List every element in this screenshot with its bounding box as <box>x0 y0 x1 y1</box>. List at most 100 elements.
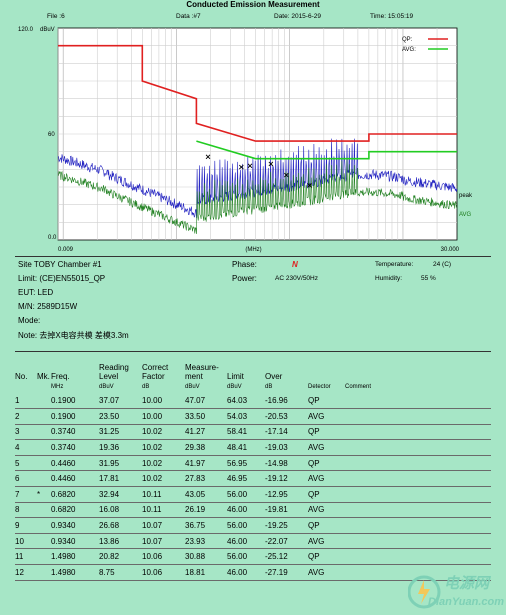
cell-measure: 23.93 <box>185 533 227 550</box>
peak-marker <box>284 172 289 178</box>
y-unit-label: dBuV <box>40 27 55 33</box>
cell-no: 6 <box>15 470 37 488</box>
cell-measure: 27.83 <box>185 470 227 488</box>
cell-reading: 23.50 <box>99 408 142 425</box>
avg-trace <box>57 159 458 235</box>
cell-reading: 31.25 <box>99 424 142 441</box>
cell-mk <box>37 470 51 488</box>
cell-over: -22.07 <box>265 533 299 550</box>
col-correct: Correct Factor <box>142 356 185 381</box>
unit-limit: dBuV <box>227 384 242 390</box>
cell-no: 9 <box>15 517 37 534</box>
cell-no: 11 <box>15 548 37 566</box>
humidity-label: Humidity: <box>375 275 403 282</box>
table-row: 7 * 0.6820 32.94 10.11 43.05 56.00 -12.95 QP <box>15 486 491 503</box>
table-row: 10 0.9340 13.86 10.07 23.93 46.00 -22.07 AVG <box>15 533 491 550</box>
col-comment-blank <box>345 356 491 381</box>
cell-comment <box>345 393 491 410</box>
cell-factor: 10.00 <box>142 393 185 410</box>
cell-over: -19.25 <box>265 517 299 534</box>
cell-freq: 0.1900 <box>51 393 99 410</box>
avg-trace-label: AVG <box>459 212 472 218</box>
page-title: Conducted Emission Measurement <box>186 0 320 9</box>
cell-detector: QP <box>299 424 345 441</box>
cell-freq: 0.9340 <box>51 533 99 550</box>
peak-marker <box>239 164 244 170</box>
cell-freq: 0.3740 <box>51 424 99 441</box>
cell-limit: 46.00 <box>227 564 265 581</box>
power-value: AC 230V/50Hz <box>275 275 318 282</box>
cell-freq: 0.1900 <box>51 408 99 425</box>
cell-factor: 10.02 <box>142 470 185 488</box>
unit-over: dB <box>265 384 273 390</box>
watermark-url: DianYuan.com <box>428 596 504 608</box>
humidity-value: 55 % <box>421 275 436 282</box>
cell-limit: 56.00 <box>227 548 265 566</box>
cell-limit: 46.00 <box>227 533 265 550</box>
cell-detector: AVG <box>299 470 345 488</box>
cell-comment <box>345 548 491 566</box>
emission-traces <box>57 138 458 235</box>
cell-mk <box>37 548 51 566</box>
bolt-icon <box>418 580 430 604</box>
temperature-label: Temperature: <box>375 261 414 268</box>
cell-over: -17.14 <box>265 424 299 441</box>
table-row: 4 0.3740 19.36 10.02 29.38 48.41 -19.03 AVG <box>15 439 491 456</box>
cell-no: 4 <box>15 439 37 456</box>
cell-over: -12.95 <box>265 486 299 503</box>
cell-freq: 1.4980 <box>51 564 99 581</box>
emission-chart: QP: AVG: 120.0 dBuV 60 0.00.009 (MHz) 30.000 pe… <box>18 27 473 253</box>
cell-limit: 54.03 <box>227 408 265 425</box>
cell-measure: 33.50 <box>185 408 227 425</box>
qp-limit-line <box>58 44 457 142</box>
table-header-row: No. Mk. Freq. Reading Level Correct Factor… <box>15 356 491 381</box>
mn-label: M/N: 2589D15W <box>18 302 78 311</box>
cell-reading: 17.81 <box>99 470 142 488</box>
cell-comment <box>345 517 491 534</box>
cell-detector: QP <box>299 548 345 566</box>
cell-freq: 0.4460 <box>51 470 99 488</box>
table-row: 6 0.4460 17.81 10.02 27.83 46.95 -19.12 AVG <box>15 470 491 488</box>
cell-freq: 0.6820 <box>51 486 99 503</box>
col-reading: Reading Level <box>99 356 142 381</box>
col-reading-line1: Reading <box>99 363 129 372</box>
cell-mk: * <box>37 486 51 503</box>
col-measure-line2: ment <box>185 372 203 381</box>
peak-markers <box>205 154 312 188</box>
cell-factor: 10.11 <box>142 486 185 503</box>
cell-comment <box>345 470 491 488</box>
cell-over: -27.19 <box>265 564 299 581</box>
date-label: Date: 2015-6-29 <box>274 13 321 20</box>
cell-detector: QP <box>299 455 345 472</box>
temperature-value: 24 (C) <box>433 261 452 268</box>
chart-grid <box>57 28 457 240</box>
x-unit-label: (MHz) <box>245 247 261 253</box>
unit-correct: dB <box>142 384 150 390</box>
cell-detector: AVG <box>299 408 345 425</box>
table-unit-row: MHz dBuV dB dBuV dBuV dB Detector Commen… <box>15 381 491 393</box>
ytick-label-bottom: 0.0 <box>48 235 57 241</box>
table-row: 5 0.4460 31.95 10.02 41.97 56.95 -14.98 QP <box>15 455 491 472</box>
cell-detector: QP <box>299 393 345 410</box>
table-row: 1 0.1900 37.07 10.00 47.07 64.03 -16.96 QP <box>15 393 491 410</box>
cell-mk <box>37 517 51 534</box>
cell-comment <box>345 502 491 519</box>
ytick-label-top: 120.0 <box>18 27 34 33</box>
cell-comment <box>345 439 491 456</box>
cell-limit: 56.95 <box>227 455 265 472</box>
unit-detector: Detector <box>308 384 331 390</box>
cell-no: 2 <box>15 408 37 425</box>
cell-factor: 10.07 <box>142 517 185 534</box>
cell-over: -19.12 <box>265 470 299 488</box>
table-body: 1 0.1900 37.07 10.00 47.07 64.03 -16.96 QP 2 0.19… <box>15 393 491 581</box>
cell-factor: 10.00 <box>142 408 185 425</box>
cell-reading: 26.68 <box>99 517 142 534</box>
cell-limit: 46.95 <box>227 470 265 488</box>
cell-comment <box>345 533 491 550</box>
phase-value: N <box>292 260 298 269</box>
cell-mk <box>37 533 51 550</box>
cell-factor: 10.02 <box>142 439 185 456</box>
file-label: File :6 <box>47 13 65 20</box>
cell-comment <box>345 424 491 441</box>
cell-no: 3 <box>15 424 37 441</box>
